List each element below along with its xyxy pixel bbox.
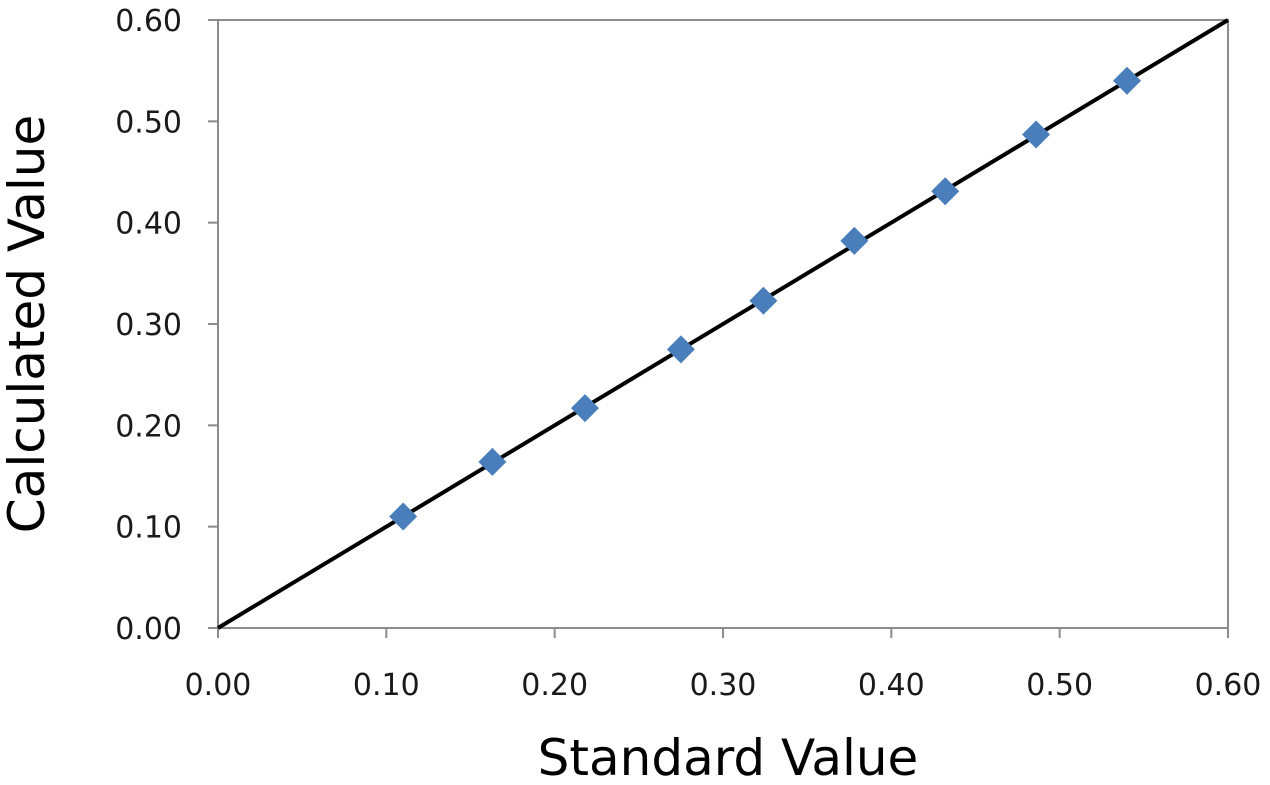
x-axis-tick-labels: 0.00 0.10 0.20 0.30 0.40 0.50 0.60 xyxy=(185,668,1262,703)
y-axis-title: Calculated Value xyxy=(0,115,56,533)
data-point xyxy=(570,394,599,423)
reference-lines xyxy=(216,18,1230,630)
y-tick-label: 0.60 xyxy=(115,4,182,39)
y-tick-label: 0.50 xyxy=(115,105,182,140)
data-points xyxy=(389,66,1141,531)
y-axis-tick-labels: 0.00 0.10 0.20 0.30 0.40 0.50 0.60 xyxy=(115,4,182,647)
y-tick-label: 0.30 xyxy=(115,308,182,343)
data-point xyxy=(478,447,507,476)
x-axis-ticks xyxy=(217,628,1229,638)
y-tick-label: 0.10 xyxy=(115,511,182,546)
y-tick-label: 0.20 xyxy=(115,409,182,444)
y-axis-ticks xyxy=(208,19,218,629)
fit-line xyxy=(216,18,1230,630)
y-tick-label: 0.40 xyxy=(115,207,182,242)
data-point xyxy=(666,335,695,364)
x-tick-label: 0.40 xyxy=(858,668,925,703)
data-point xyxy=(389,502,418,531)
x-tick-label: 0.00 xyxy=(185,668,252,703)
x-tick-label: 0.10 xyxy=(353,668,420,703)
data-point xyxy=(931,177,960,206)
data-point xyxy=(840,226,869,255)
y-tick-label: 0.00 xyxy=(115,612,182,647)
x-tick-label: 0.50 xyxy=(1026,668,1093,703)
data-point xyxy=(749,286,778,315)
data-point xyxy=(1022,120,1051,149)
data-point xyxy=(1113,66,1141,95)
x-tick-label: 0.60 xyxy=(1195,668,1262,703)
x-tick-label: 0.20 xyxy=(521,668,588,703)
x-axis-title: Standard Value xyxy=(538,729,919,785)
x-tick-label: 0.30 xyxy=(690,668,757,703)
